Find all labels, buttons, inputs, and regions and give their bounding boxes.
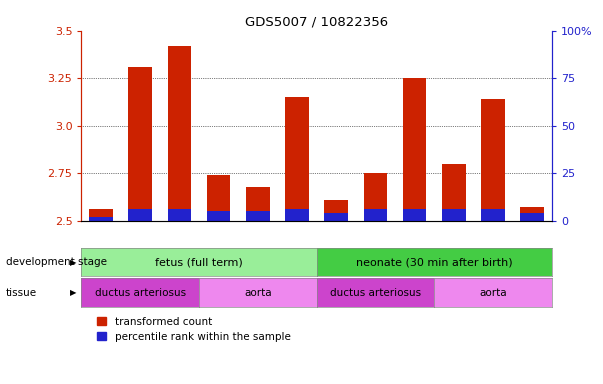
Bar [364, 173, 387, 221]
Legend: transformed count, percentile rank within the sample: transformed count, percentile rank withi… [93, 313, 294, 346]
Bar [207, 175, 230, 221]
Bar [128, 67, 152, 221]
Text: ▶: ▶ [70, 288, 77, 297]
Text: ▶: ▶ [70, 258, 77, 266]
Bar [442, 164, 466, 221]
Text: aorta: aorta [244, 288, 271, 298]
Bar [246, 211, 270, 221]
Bar [128, 209, 152, 221]
Bar [246, 187, 270, 221]
Bar [285, 97, 309, 221]
Text: development stage: development stage [6, 257, 107, 267]
Bar [324, 213, 348, 221]
Bar [481, 99, 505, 221]
Text: tissue: tissue [6, 288, 37, 298]
Bar [403, 78, 426, 221]
Bar [481, 209, 505, 221]
Bar [442, 209, 466, 221]
Bar [89, 217, 113, 221]
Bar [168, 209, 191, 221]
Bar [324, 200, 348, 221]
Bar [520, 213, 544, 221]
Text: ductus arteriosus: ductus arteriosus [330, 288, 421, 298]
Bar [89, 209, 113, 221]
Bar [403, 209, 426, 221]
Bar [520, 207, 544, 221]
Bar [168, 46, 191, 221]
Text: ductus arteriosus: ductus arteriosus [95, 288, 186, 298]
Bar [285, 209, 309, 221]
Text: neonate (30 min after birth): neonate (30 min after birth) [356, 257, 513, 267]
Title: GDS5007 / 10822356: GDS5007 / 10822356 [245, 15, 388, 28]
Bar [207, 211, 230, 221]
Text: aorta: aorta [479, 288, 507, 298]
Text: fetus (full term): fetus (full term) [155, 257, 243, 267]
Bar [364, 209, 387, 221]
